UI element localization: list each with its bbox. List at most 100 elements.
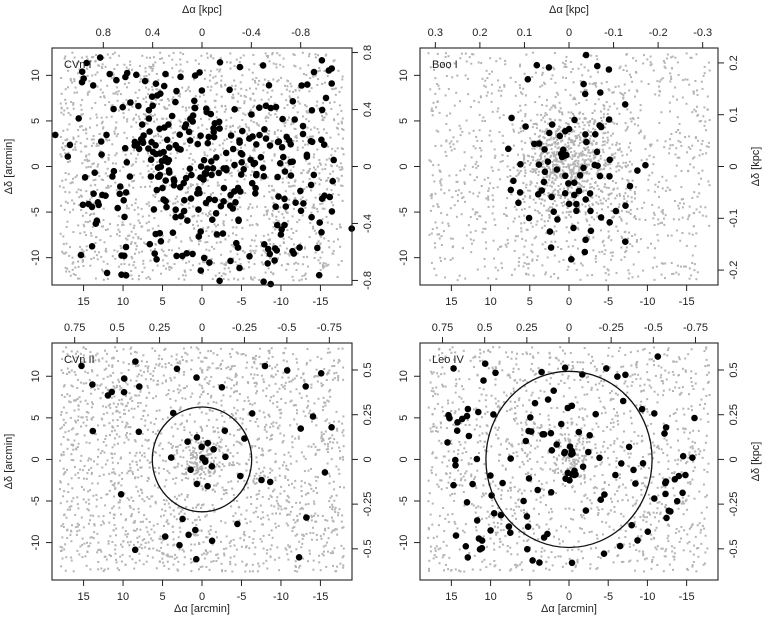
field-star-point xyxy=(194,59,197,62)
member-star-point xyxy=(580,164,587,172)
field-star-point xyxy=(115,406,118,408)
field-star-point xyxy=(494,224,497,226)
field-star-point xyxy=(74,86,77,89)
field-star-point xyxy=(173,515,176,518)
core-star-point xyxy=(600,189,602,192)
field-star-point xyxy=(99,397,102,400)
field-star-point xyxy=(554,81,557,84)
field-star-point xyxy=(122,348,125,351)
field-star-point xyxy=(692,166,695,169)
field-star-point xyxy=(201,369,204,371)
core-star-point xyxy=(562,171,565,174)
field-star-point xyxy=(120,263,123,266)
field-star-point xyxy=(307,171,310,174)
field-star-point xyxy=(136,96,139,99)
core-star-point xyxy=(542,136,545,139)
core-star-point xyxy=(568,133,571,136)
field-star-point xyxy=(175,358,178,361)
field-star-point xyxy=(675,271,678,274)
field-star-point xyxy=(129,398,132,401)
member-star-point xyxy=(259,164,267,172)
core-star-point xyxy=(538,211,541,214)
field-star-point xyxy=(80,209,83,211)
field-star-point xyxy=(59,232,62,235)
field-star-point xyxy=(179,63,182,66)
core-star-point xyxy=(557,185,560,187)
field-star-point xyxy=(168,99,171,102)
core-star-point xyxy=(544,155,546,158)
field-star-point xyxy=(104,172,107,175)
field-star-point xyxy=(298,218,301,221)
core-star-point xyxy=(589,158,592,161)
field-star-point xyxy=(206,52,209,55)
right-axis-title: Δδ [kpc] xyxy=(750,147,762,187)
field-star-point xyxy=(287,496,290,499)
field-star-point xyxy=(509,76,512,79)
field-star-point xyxy=(326,519,329,522)
field-star-point xyxy=(86,371,89,374)
top-tick-label: 0.4 xyxy=(145,27,160,39)
core-star-point xyxy=(553,159,556,162)
field-star-point xyxy=(498,131,501,134)
field-star-point xyxy=(189,90,191,93)
field-star-point xyxy=(126,86,128,89)
field-star-point xyxy=(151,347,154,350)
field-star-point xyxy=(101,157,104,160)
field-star-point xyxy=(233,463,235,466)
field-star-point xyxy=(182,53,185,56)
x-tick-label: 15 xyxy=(77,296,89,308)
field-star-point xyxy=(299,198,302,201)
field-star-point xyxy=(77,72,80,75)
field-star-point xyxy=(527,267,530,270)
field-star-point xyxy=(220,104,223,107)
field-star-point xyxy=(615,271,618,274)
field-star-point xyxy=(62,252,65,255)
top-tick-label: -0.1 xyxy=(604,27,623,39)
field-star-point xyxy=(435,129,438,132)
field-star-point xyxy=(252,249,255,252)
field-star-point xyxy=(206,154,209,157)
field-star-point xyxy=(247,413,250,416)
field-star-point xyxy=(437,163,440,166)
field-star-point xyxy=(459,57,462,60)
field-star-point xyxy=(83,231,86,234)
field-star-point xyxy=(597,98,600,101)
field-star-point xyxy=(78,68,81,71)
field-star-point xyxy=(653,190,656,193)
field-star-point xyxy=(168,104,171,107)
panel-label: Boo I xyxy=(432,59,458,71)
field-star-point xyxy=(109,434,111,437)
field-star-point xyxy=(308,168,311,170)
field-star-point xyxy=(251,71,254,74)
field-star-point xyxy=(323,199,326,202)
field-star-point xyxy=(624,251,627,254)
member-star-point xyxy=(220,198,227,205)
field-star-point xyxy=(140,489,143,492)
core-star-point xyxy=(585,154,588,157)
field-star-point xyxy=(76,525,79,528)
member-star-point xyxy=(103,269,111,277)
member-star-point xyxy=(75,115,82,122)
field-star-point xyxy=(497,89,500,92)
field-star-point xyxy=(116,250,119,253)
core-star-point xyxy=(517,198,520,201)
field-star-point xyxy=(536,255,539,258)
field-star-point xyxy=(134,202,137,205)
x-tick-label: 0 xyxy=(566,296,572,308)
field-star-point xyxy=(256,205,259,208)
field-star-point xyxy=(210,55,212,58)
field-star-point xyxy=(157,135,160,138)
member-star-point xyxy=(116,190,123,198)
core-star-point xyxy=(586,163,589,166)
field-star-point xyxy=(83,145,86,148)
field-star-point xyxy=(676,129,679,131)
field-star-point xyxy=(321,207,324,210)
field-star-point xyxy=(675,147,678,150)
field-star-point xyxy=(118,54,121,57)
field-star-point xyxy=(649,61,652,64)
core-star-point xyxy=(588,206,591,209)
field-star-point xyxy=(318,193,321,196)
field-star-point xyxy=(238,258,241,261)
field-star-point xyxy=(333,183,336,186)
field-star-point xyxy=(310,87,313,90)
